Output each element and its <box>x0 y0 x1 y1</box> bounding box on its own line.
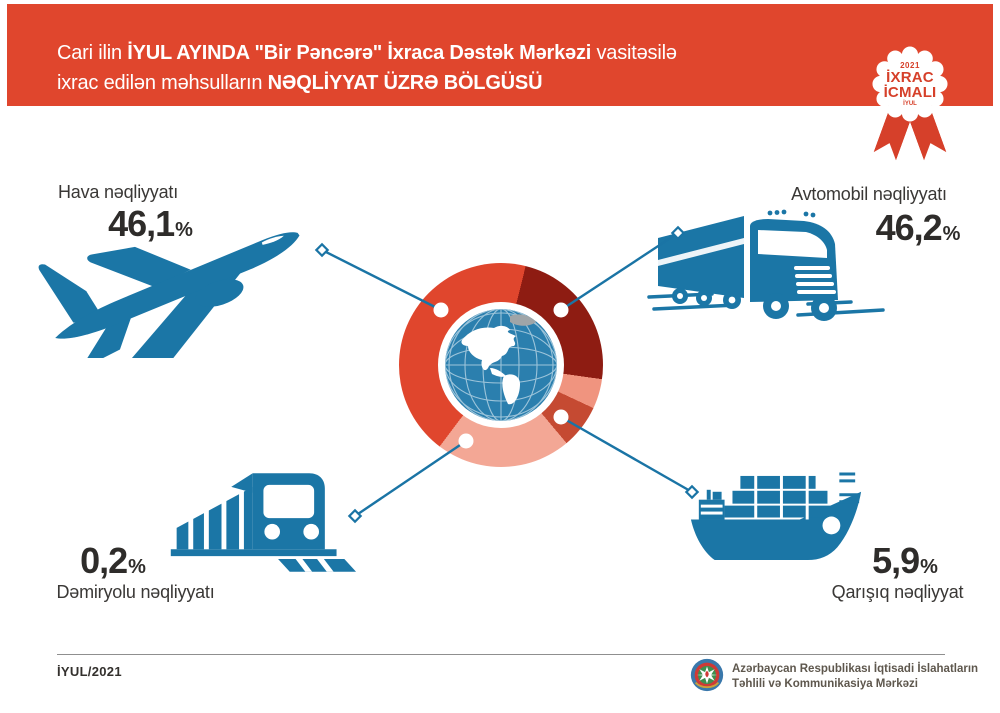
rail-transport-number: 0,2 <box>80 540 128 581</box>
azerbaijan-emblem-icon <box>690 658 724 692</box>
header-title: Cari ilin İYUL AYINDA "Bir Pəncərə" İxra… <box>57 38 677 98</box>
truck-icon <box>647 209 885 321</box>
rail-transport-label: Dəmiryolu nəqliyyatı <box>56 582 215 602</box>
header-line2-prefix: ixrac edilən məhsulların <box>57 72 268 94</box>
road-transport-value: 46,2% <box>818 207 1000 249</box>
badge-title-line1: İXRAC <box>886 69 934 86</box>
footer-org-line1: Azərbaycan Respublikası İqtisadi İslahat… <box>732 663 979 675</box>
header-line2-bold: NƏQLİYYAT ÜZRƏ BÖLGÜSÜ <box>267 72 543 94</box>
ship-icon <box>690 472 862 561</box>
sea-transport-number: 5,9 <box>872 540 920 581</box>
header-line1-suffix: vasitəsilə <box>591 42 677 64</box>
sea-transport-label: Qarışıq nəqliyyat <box>831 582 964 602</box>
air-transport-value: 46,1% <box>58 203 243 245</box>
badge-year: 2021 <box>900 61 920 70</box>
header-line2: ixrac edilən məhsulların NƏQLİYYAT ÜZRƏ … <box>57 68 677 98</box>
footer-org-line2: Təhlili və Kommunikasiya Mərkəzi <box>732 677 918 690</box>
road-transport-label: Avtomobil nəqliyyatı <box>791 184 947 204</box>
airplane-icon <box>38 232 300 358</box>
road-transport-number: 46,2 <box>875 207 943 248</box>
badge-title-line2: İCMALI <box>883 84 937 101</box>
footer-date: İYUL/2021 <box>57 664 122 679</box>
badge-month: İYUL <box>903 101 917 107</box>
header-line1-bold: İYUL AYINDA "Bir Pəncərə" İxraca Dəstək … <box>127 42 592 64</box>
footer-organization: Azərbaycan Respublikası İqtisadi İslahat… <box>732 662 978 691</box>
air-transport-unit: % <box>175 219 193 241</box>
footer-divider <box>57 654 945 655</box>
road-transport-unit: % <box>942 223 961 245</box>
air-transport-label: Hava nəqliyyatı <box>57 182 179 202</box>
header-banner: Cari ilin İYUL AYINDA "Bir Pəncərə" İxra… <box>7 4 993 106</box>
badge-rosette-icon <box>872 46 948 122</box>
badge-text: 2021 İXRAC İCMALI İYUL <box>872 46 948 122</box>
train-icon <box>170 473 357 572</box>
header-line1-prefix: Cari ilin <box>57 42 128 64</box>
rail-transport-value: 0,2% <box>38 540 188 582</box>
rail-transport-unit: % <box>128 556 146 578</box>
export-review-badge: 2021 İXRAC İCMALI İYUL <box>870 46 950 162</box>
sea-transport-value: 5,9% <box>805 540 1000 582</box>
air-transport-number: 46,1 <box>108 203 175 244</box>
sea-transport-unit: % <box>920 556 938 578</box>
header-line1: Cari ilin İYUL AYINDA "Bir Pəncərə" İxra… <box>57 38 677 68</box>
globe-icon <box>445 309 557 421</box>
